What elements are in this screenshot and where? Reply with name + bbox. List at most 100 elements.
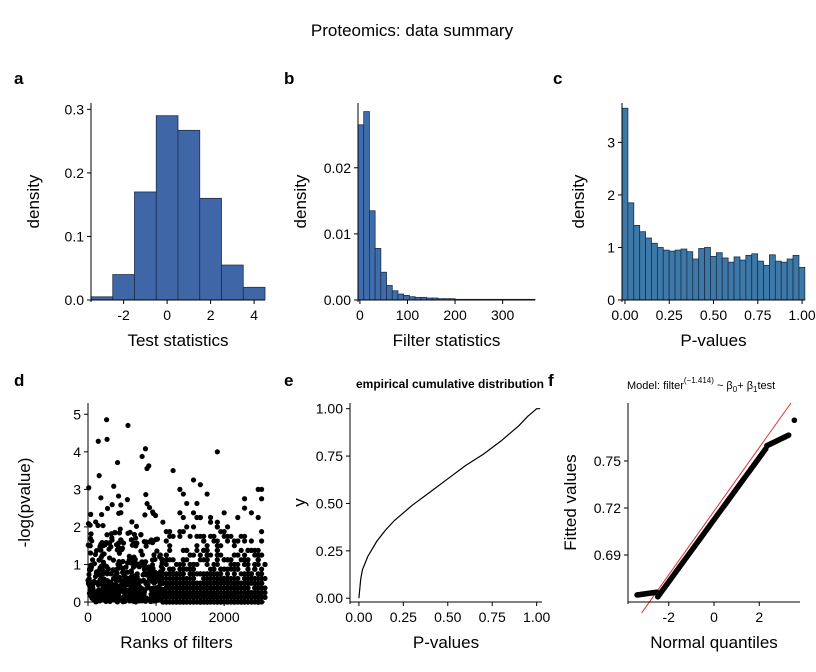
point [184,575,190,582]
panel-f-x-axis-label: Normal quantiles [650,633,778,652]
point [163,585,169,591]
point [98,495,104,501]
bar [674,249,682,301]
panel-e-y-tick-label: 0.75 [316,448,343,464]
panel-e-y-tick-label: 0.25 [316,543,343,559]
point [197,514,203,521]
point [190,594,197,600]
bar [155,115,179,301]
point [93,519,99,525]
point [115,544,121,550]
point [115,493,122,499]
point [241,496,248,502]
point [129,519,135,525]
bar [199,197,222,301]
panel-a-y-tick-label: 0.2 [65,165,85,181]
point [99,589,105,595]
point [190,510,197,516]
point [204,585,210,591]
point [177,510,183,516]
point [180,514,186,521]
bar [639,231,646,301]
point [167,543,173,549]
point [255,547,261,553]
panel-d-y-tick-label: 3 [73,481,81,497]
panel-c-x-tick-label: 0.75 [744,307,771,323]
point [149,587,155,593]
panel-a-y-axis-label: density [24,174,43,228]
point [141,561,148,568]
panel-e-x-tick-label: 0.00 [345,609,372,625]
point [194,547,200,553]
point [149,591,155,597]
panel-b-y-axis-label: density [291,174,310,228]
point [231,571,237,577]
point [184,585,190,591]
point [190,575,197,582]
point [207,590,214,596]
point [173,580,180,586]
point [163,561,169,568]
point [157,554,163,560]
point [258,580,265,586]
point [238,571,244,577]
point [218,528,224,535]
panel-letter-f: f [548,371,554,390]
point [142,512,148,518]
point [121,586,127,592]
point [160,571,166,577]
bar [798,267,806,301]
panel-e-y-tick-label: 0.00 [316,590,343,606]
point [228,533,234,539]
panel-b-x-axis-label: Filter statistics [393,331,501,350]
point [248,547,254,553]
panel-f-x-tick-label: 2 [755,609,763,625]
panel-e-x-tick-label: 0.75 [479,609,506,625]
point [190,477,197,483]
point [107,586,114,592]
point [211,575,217,582]
point [108,571,114,577]
point [238,594,244,600]
point [184,547,190,553]
point [197,533,203,539]
panel-letter-d: d [14,371,24,390]
point [143,491,149,498]
bar [374,248,382,301]
point [201,590,207,596]
point [129,595,136,601]
point [118,538,124,544]
point [214,580,220,586]
point [238,547,244,553]
point [224,590,231,596]
bar [698,248,705,301]
point [194,500,200,507]
panel-b-x-tick-label: 300 [491,307,515,323]
point [152,512,159,519]
point [214,547,220,553]
point [201,538,207,544]
point [104,436,110,442]
point [231,580,237,586]
bar [751,253,759,301]
point [130,575,136,581]
panel-a-x-axis-label: Test statistics [127,331,228,350]
point [103,417,110,423]
point [204,575,210,582]
point [118,502,124,508]
panel-a-y-tick-label: 0.3 [65,101,85,117]
point [218,585,224,591]
point [207,580,214,586]
point [98,554,104,561]
panel-a-y-tick-label: 0.0 [65,292,85,308]
point [167,594,173,600]
point [252,594,258,600]
point [124,497,131,503]
point [255,571,261,577]
bar [715,252,723,301]
point [177,585,183,591]
point [238,533,244,539]
bar [757,260,764,301]
point [99,577,105,583]
point [91,591,97,597]
